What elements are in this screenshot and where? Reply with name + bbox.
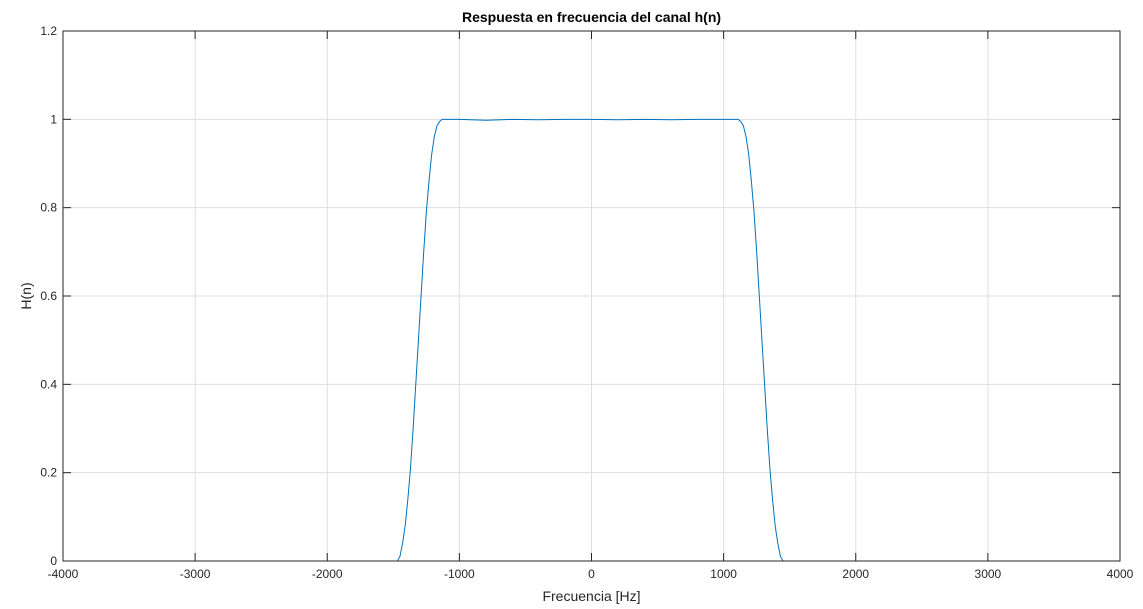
y-tick-label: 0.6	[40, 289, 57, 303]
x-tick-label: 3000	[975, 567, 1002, 581]
x-tick-label: 1000	[710, 567, 737, 581]
x-tick-labels: -4000 -3000 -2000 -1000 0 1000 2000 3000 4000	[48, 567, 1134, 581]
y-tick-label: 0.4	[40, 377, 57, 391]
series-line	[63, 118, 1120, 562]
x-tick-label: -4000	[48, 567, 79, 581]
series-layer	[63, 118, 1120, 562]
y-tick-label: 0.8	[40, 201, 57, 215]
y-tick-label: 1.2	[40, 24, 57, 38]
x-axis-label: Frecuencia [Hz]	[542, 588, 640, 604]
chart-title: Respuesta en frecuencia del canal h(n)	[462, 9, 721, 25]
y-tick-label: 0	[50, 554, 57, 568]
x-tick-label: 2000	[842, 567, 869, 581]
x-tick-label: -1000	[444, 567, 475, 581]
y-tick-label: 1	[50, 112, 57, 126]
y-tick-label: 0.2	[40, 466, 57, 480]
ticks-layer	[62, 30, 1121, 562]
y-axis-label: H(n)	[18, 282, 34, 309]
x-tick-label: 0	[588, 567, 595, 581]
y-tick-labels: 0 0.2 0.4 0.6 0.8 1 1.2	[40, 24, 57, 568]
x-tick-label: -2000	[312, 567, 343, 581]
x-tick-label: 4000	[1107, 567, 1134, 581]
x-tick-label: -3000	[180, 567, 211, 581]
